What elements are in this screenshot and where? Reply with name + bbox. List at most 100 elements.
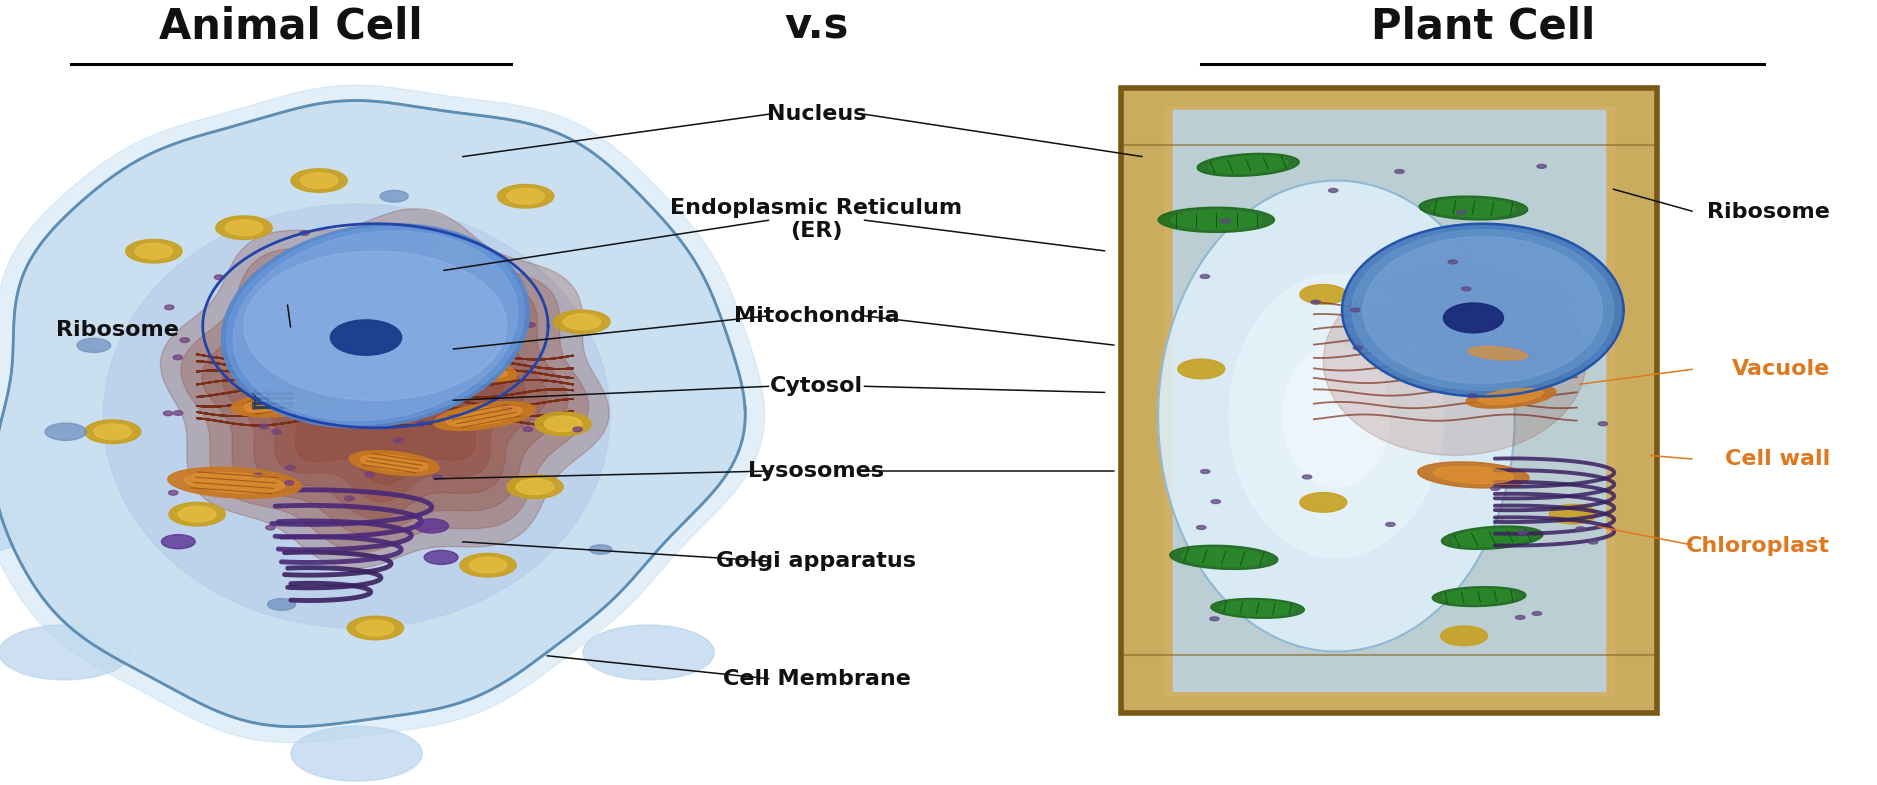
Ellipse shape	[214, 275, 223, 279]
Ellipse shape	[253, 315, 263, 319]
Ellipse shape	[272, 429, 282, 434]
Ellipse shape	[1211, 617, 1220, 621]
Ellipse shape	[1179, 360, 1224, 379]
Ellipse shape	[1211, 499, 1220, 503]
Ellipse shape	[447, 406, 522, 426]
Ellipse shape	[163, 411, 173, 416]
Ellipse shape	[94, 424, 131, 440]
Ellipse shape	[1515, 615, 1524, 619]
Ellipse shape	[0, 498, 34, 553]
Ellipse shape	[434, 402, 535, 430]
Ellipse shape	[1169, 546, 1278, 569]
Ellipse shape	[1303, 475, 1312, 479]
Ellipse shape	[526, 323, 535, 327]
Ellipse shape	[554, 310, 610, 334]
Ellipse shape	[424, 550, 458, 564]
Ellipse shape	[372, 276, 381, 281]
Ellipse shape	[1432, 586, 1526, 607]
Ellipse shape	[1434, 466, 1513, 484]
Ellipse shape	[291, 169, 347, 192]
Ellipse shape	[1597, 422, 1607, 425]
Ellipse shape	[1440, 626, 1487, 645]
Ellipse shape	[392, 288, 402, 293]
Ellipse shape	[1220, 219, 1229, 223]
Polygon shape	[1228, 272, 1445, 560]
Ellipse shape	[216, 216, 272, 239]
Ellipse shape	[225, 220, 263, 235]
Ellipse shape	[1329, 188, 1338, 192]
Ellipse shape	[441, 243, 479, 259]
Ellipse shape	[336, 283, 345, 287]
Ellipse shape	[45, 423, 86, 440]
Polygon shape	[1258, 312, 1415, 520]
Ellipse shape	[291, 726, 422, 781]
Ellipse shape	[184, 473, 285, 493]
Text: v.s: v.s	[785, 5, 848, 47]
Text: Golgi apparatus: Golgi apparatus	[717, 551, 916, 571]
Polygon shape	[0, 100, 745, 727]
Ellipse shape	[1447, 260, 1457, 264]
Text: Cell wall: Cell wall	[1725, 449, 1830, 469]
Ellipse shape	[1430, 199, 1517, 217]
Polygon shape	[201, 242, 569, 535]
Ellipse shape	[1209, 156, 1288, 173]
Ellipse shape	[1183, 548, 1265, 567]
Ellipse shape	[432, 262, 441, 267]
Text: Chloroplast: Chloroplast	[1686, 535, 1830, 556]
Ellipse shape	[77, 338, 111, 352]
Polygon shape	[1164, 106, 1614, 695]
Ellipse shape	[1577, 527, 1586, 531]
Polygon shape	[1158, 181, 1515, 652]
Text: Endoplasmic Reticulum
(ER): Endoplasmic Reticulum (ER)	[670, 198, 963, 242]
Ellipse shape	[1201, 469, 1211, 473]
Polygon shape	[1342, 224, 1624, 396]
Ellipse shape	[544, 416, 582, 432]
Ellipse shape	[304, 318, 313, 323]
Ellipse shape	[1457, 210, 1466, 214]
Ellipse shape	[503, 406, 512, 411]
Ellipse shape	[415, 519, 449, 533]
Ellipse shape	[1537, 164, 1547, 168]
Ellipse shape	[507, 188, 544, 204]
Ellipse shape	[434, 475, 443, 480]
Ellipse shape	[347, 616, 404, 640]
Polygon shape	[1363, 237, 1603, 383]
Ellipse shape	[173, 411, 182, 415]
Ellipse shape	[516, 479, 554, 495]
Text: Ribosome: Ribosome	[1708, 202, 1830, 222]
Ellipse shape	[404, 408, 413, 413]
Ellipse shape	[240, 364, 250, 369]
Ellipse shape	[589, 545, 612, 554]
Ellipse shape	[1417, 462, 1530, 488]
Ellipse shape	[330, 320, 402, 356]
Ellipse shape	[1518, 530, 1528, 534]
Ellipse shape	[394, 438, 404, 443]
Polygon shape	[0, 85, 764, 743]
Ellipse shape	[1462, 287, 1472, 290]
Polygon shape	[244, 276, 526, 502]
Ellipse shape	[302, 294, 312, 299]
Ellipse shape	[161, 535, 195, 549]
Ellipse shape	[349, 451, 439, 476]
Ellipse shape	[450, 360, 507, 378]
Ellipse shape	[379, 190, 407, 203]
Ellipse shape	[1468, 346, 1528, 360]
Polygon shape	[233, 231, 518, 421]
Ellipse shape	[584, 625, 715, 680]
Ellipse shape	[237, 345, 246, 349]
Ellipse shape	[383, 291, 392, 296]
Ellipse shape	[285, 390, 295, 395]
Ellipse shape	[259, 424, 268, 429]
Ellipse shape	[300, 231, 310, 236]
Ellipse shape	[165, 305, 175, 310]
Ellipse shape	[304, 357, 313, 362]
Ellipse shape	[1299, 493, 1346, 513]
Ellipse shape	[563, 314, 601, 330]
Polygon shape	[223, 258, 546, 519]
Polygon shape	[1288, 352, 1385, 480]
Text: Animal Cell: Animal Cell	[160, 5, 422, 47]
Polygon shape	[1320, 392, 1353, 440]
Ellipse shape	[357, 620, 394, 636]
Ellipse shape	[428, 325, 437, 330]
Ellipse shape	[306, 370, 315, 374]
